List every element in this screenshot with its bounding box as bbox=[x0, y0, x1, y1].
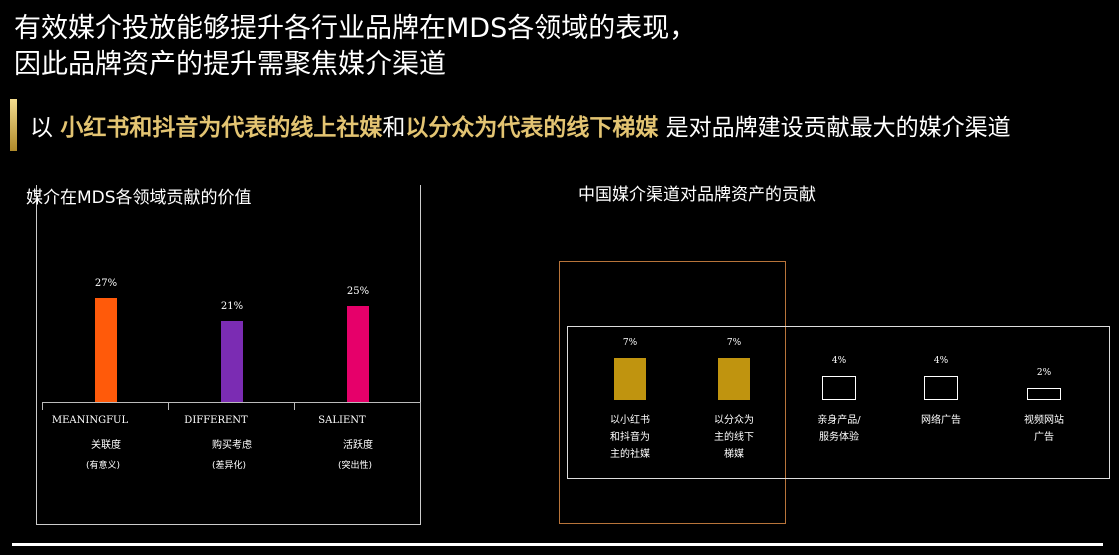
subtitle: 以 小红书和抖音为代表的线上社媒和以分众为代表的线下梯媒 是对品牌建设贡献最大的… bbox=[30, 108, 1011, 142]
category-label: DIFFERENT bbox=[184, 415, 248, 426]
subtitle-connector: 和 bbox=[382, 115, 406, 141]
subtitle-suffix: 是对品牌建设贡献最大的媒介渠道 bbox=[658, 115, 1011, 141]
bar-salient bbox=[347, 305, 369, 402]
category-label: SALIENT bbox=[318, 415, 366, 426]
axis-tick bbox=[42, 402, 43, 410]
channel-value-label: 4% bbox=[933, 356, 949, 366]
category-label: MEANINGFUL bbox=[51, 415, 129, 426]
channel-bar bbox=[924, 376, 958, 400]
category-sub-label: (突出性) bbox=[337, 461, 373, 471]
bar-value-label: 27% bbox=[94, 278, 118, 289]
channel-chart-frame bbox=[567, 326, 1110, 479]
channel-value-label: 4% bbox=[831, 356, 847, 366]
mds-chart-frame bbox=[36, 185, 421, 525]
accent-bar bbox=[10, 99, 17, 151]
subtitle-highlight-online: 小红书和抖音为代表的线上社媒 bbox=[60, 115, 383, 141]
channel-bar bbox=[614, 358, 646, 400]
bar-meaningful bbox=[95, 298, 117, 402]
category-cn-label: 购买考虑 bbox=[212, 440, 252, 451]
bar-value-label: 25% bbox=[346, 285, 370, 297]
mds-chart-axis bbox=[42, 402, 420, 403]
channel-bar bbox=[1027, 388, 1061, 400]
category-cn-label: 关联度 bbox=[91, 440, 121, 451]
bottom-divider bbox=[12, 543, 1103, 546]
page-title-line-1: 有效媒介投放能够提升各行业品牌在MDS各领域的表现， bbox=[14, 13, 697, 44]
category-sub-label: (差异化) bbox=[211, 461, 247, 471]
channel-label: 以小红书 和抖音为 主的社媒 bbox=[610, 415, 650, 460]
channel-bar bbox=[822, 376, 856, 400]
channel-value-label: 7% bbox=[622, 338, 638, 348]
subtitle-highlight-offline: 以分众为代表的线下梯媒 bbox=[405, 115, 659, 141]
channel-highlight-frame bbox=[559, 261, 786, 524]
axis-tick bbox=[294, 402, 295, 410]
category-cn-label: 活跃度 bbox=[343, 440, 373, 451]
channel-label: 网络广告 bbox=[921, 415, 961, 426]
channel-bar bbox=[718, 358, 750, 400]
channel-label: 亲身产品/ 服务体验 bbox=[817, 415, 861, 443]
page-title-line-2: 因此品牌资产的提升需聚焦媒介渠道 bbox=[14, 49, 446, 80]
bar-different bbox=[221, 321, 243, 402]
axis-tick bbox=[168, 402, 169, 410]
category-sub-label: (有意义) bbox=[85, 461, 121, 471]
channel-label: 以分众为 主的线下 梯媒 bbox=[714, 415, 754, 460]
channel-chart-title: 中国媒介渠道对品牌资产的贡献 bbox=[578, 185, 816, 205]
axis-tick bbox=[420, 402, 421, 410]
channel-value-label: 7% bbox=[726, 338, 742, 348]
channel-value-label: 2% bbox=[1036, 368, 1052, 378]
subtitle-prefix: 以 bbox=[30, 115, 61, 141]
mds-chart-title: 媒介在MDS各领域贡献的价值 bbox=[26, 188, 252, 208]
channel-label: 视频网站 广告 bbox=[1024, 415, 1064, 443]
bar-value-label: 21% bbox=[220, 301, 244, 313]
